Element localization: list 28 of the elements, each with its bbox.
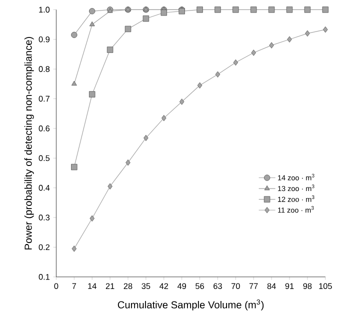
x-tick-label: 28 xyxy=(124,283,132,289)
x-tick-label: 42 xyxy=(160,283,168,289)
y-tick-label: 0.3 xyxy=(38,214,50,220)
y-tick-label: 0.8 xyxy=(38,66,50,72)
x-tick-label: 77 xyxy=(249,283,258,289)
x-tick-label: 49 xyxy=(177,283,186,289)
x-tick-label: 21 xyxy=(106,283,114,289)
x-tick-label: 98 xyxy=(303,283,312,289)
y-tick-label: 0.1 xyxy=(38,274,50,280)
x-tick-label: 56 xyxy=(196,283,204,289)
x-tick-label: 0 xyxy=(54,283,58,289)
y-tick-label: 0.9 xyxy=(38,36,50,42)
x-tick-label: 35 xyxy=(142,283,150,289)
x-tick-label: 70 xyxy=(232,283,240,289)
x-tick-label: 105 xyxy=(319,283,332,289)
x-axis-title: Cumulative Sample Volume (m$^{3}$) xyxy=(118,299,264,310)
x-tick-label: 91 xyxy=(285,283,294,289)
x-tick-label: 84 xyxy=(267,283,276,289)
y-tick-label: 1.0 xyxy=(39,6,50,12)
y-tick-label: 0.6 xyxy=(38,125,50,132)
y-tick-label: 0.7 xyxy=(38,96,50,102)
y-axis-title: Power (probability of detecting non-compliance) xyxy=(24,36,34,250)
y-tick-label: 0.5 xyxy=(38,155,50,161)
x-tick-label: 7 xyxy=(72,283,76,289)
y-tick-label: 0.4 xyxy=(38,184,50,191)
x-tick-label: 63 xyxy=(214,283,222,289)
y-tick-label: 0.2 xyxy=(38,244,50,250)
x-tick-label: 14 xyxy=(88,283,96,289)
